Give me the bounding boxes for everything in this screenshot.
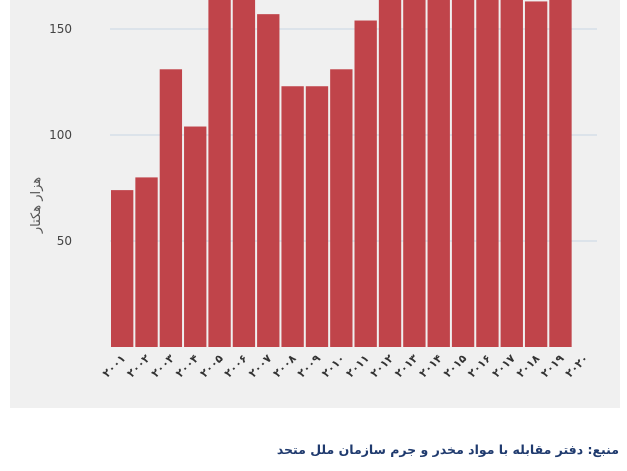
x-tick-label: ۲۰۰۹: [295, 352, 323, 380]
y-tick-label: 100: [49, 128, 72, 142]
x-tick-label: ۲۰۲۰: [563, 352, 591, 380]
bar: [354, 20, 377, 348]
bar-chart: 50100150200250300 ۲۰۰۱۲۰۰۲۲۰۰۳۲۰۰۴۲۰۰۵۲۰…: [29, 0, 597, 380]
y-axis-title: هزار هکتار: [29, 177, 44, 234]
bar: [111, 190, 134, 347]
bar: [184, 126, 207, 348]
x-tick-labels: ۲۰۰۱۲۰۰۲۲۰۰۳۲۰۰۴۲۰۰۵۲۰۰۶۲۰۰۷۲۰۰۸۲۰۰۹۲۰۱۰…: [100, 352, 591, 380]
x-tick-label: ۲۰۰۳: [149, 352, 177, 380]
x-tick-label: ۲۰۰۴: [173, 352, 201, 380]
x-tick-label: ۲۰۱۹: [538, 352, 566, 380]
bar: [208, 0, 231, 347]
bar: [500, 0, 523, 347]
x-tick-label: ۲۰۰۵: [198, 352, 226, 380]
grid-lines: [110, 28, 597, 242]
x-tick-label: ۲۰۱۶: [465, 352, 493, 380]
bar: [476, 0, 499, 347]
bars: [111, 0, 572, 348]
bar: [257, 14, 280, 347]
x-tick-label: ۲۰۱۷: [490, 352, 518, 380]
x-tick-label: ۲۰۱۱: [344, 352, 372, 380]
bar: [524, 1, 548, 347]
x-tick-label: ۲۰۰۶: [222, 352, 250, 380]
bar: [378, 0, 402, 348]
x-tick-label: ۲۰۱۳: [392, 352, 420, 380]
y-tick-labels: 50100150200250300: [49, 22, 72, 248]
x-tick-label: ۲۰۰۲: [124, 352, 152, 380]
x-tick-label: ۲۰۱۵: [441, 352, 469, 380]
bar: [330, 69, 353, 347]
source-note: منبع: دفتر مقابله با مواد مخدر و جرم ساز…: [276, 442, 619, 457]
x-tick-label: ۲۰۰۱: [100, 352, 128, 380]
bar: [232, 0, 256, 348]
bar: [159, 69, 183, 347]
y-tick-label: 50: [57, 234, 72, 248]
x-tick-label: ۲۰۱۲: [368, 352, 396, 380]
x-tick-label: ۲۰۱۰: [319, 352, 347, 380]
bar: [427, 0, 450, 348]
bar: [305, 86, 329, 348]
bar: [451, 0, 475, 347]
x-tick-label: ۲۰۱۸: [514, 352, 542, 380]
bar: [135, 177, 158, 347]
x-tick-label: ۲۰۱۴: [417, 352, 445, 380]
bar: [281, 86, 304, 348]
bar: [403, 0, 426, 348]
chart-panel: 50100150200250300 ۲۰۰۱۲۰۰۲۲۰۰۳۲۰۰۴۲۰۰۵۲۰…: [10, 0, 620, 408]
x-tick-label: ۲۰۰۸: [271, 352, 299, 380]
x-tick-label: ۲۰۰۷: [246, 352, 274, 380]
y-tick-label: 150: [49, 22, 72, 36]
bar: [549, 0, 572, 348]
